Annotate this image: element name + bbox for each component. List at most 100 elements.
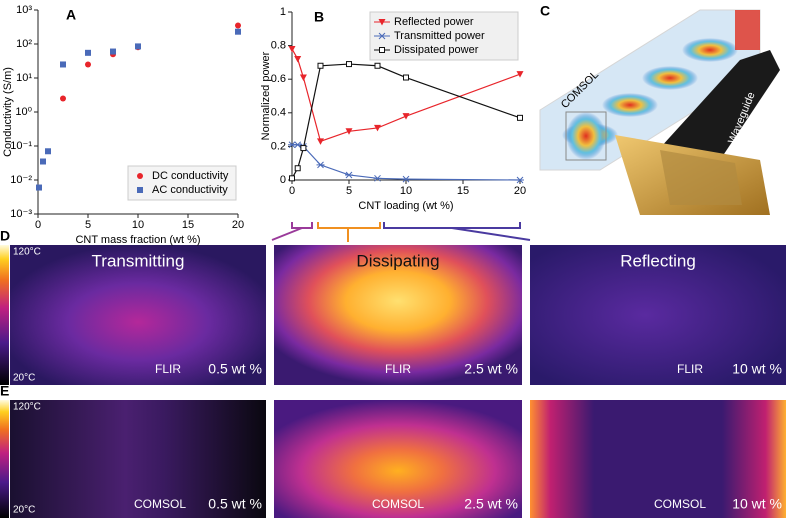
y-tick-label: 10¹ [16,72,32,84]
point [517,114,523,121]
source-label: COMSOL [372,497,424,511]
y-tick-label: 10⁻³ [10,208,32,220]
point [300,145,307,152]
point [235,28,241,35]
point [299,74,307,82]
scale-min: 20°C [13,373,35,384]
point [403,74,409,81]
point [294,165,301,172]
panel-label: C [540,3,550,19]
point [40,158,46,165]
panel-label: A [66,7,76,23]
y-tick-label: 0.2 [271,140,286,152]
image-title: Dissipating [356,251,439,270]
x-axis-label: CNT mass fraction (wt %) [75,234,200,246]
x-tick-label: 15 [182,219,194,231]
loading-label: 0.5 wt % [208,361,262,377]
legend-label: Transmitted power [394,30,485,42]
y-tick-label: 10⁻¹ [10,140,32,152]
legend-marker [137,173,143,179]
x-tick-label: 0 [35,219,41,231]
x-tick-label: 15 [457,185,469,197]
source-label: FLIR [155,362,181,376]
y-tick-label: 0.8 [271,40,286,52]
simulation-image [10,400,266,518]
legend-marker [378,32,386,40]
point [402,175,410,183]
point [345,171,353,179]
point [60,95,66,102]
scale-min: 20°C [13,505,35,516]
image-title: Transmitting [92,251,185,270]
x-axis-label: CNT loading (wt %) [358,200,453,212]
loading-label: 2.5 wt % [464,361,518,377]
legend-label: DC conductivity [152,170,229,182]
legend [369,11,519,61]
point [110,48,116,55]
point [516,176,524,184]
x-tick-label: 20 [514,185,526,197]
point [317,62,324,69]
x-tick-label: 10 [132,219,144,231]
thermal-image [274,245,522,385]
point [289,175,295,182]
scale-max: 120°C [13,247,41,258]
panel-label: E [0,383,9,399]
y-tick-label: 1 [280,6,286,18]
point [60,61,66,68]
loading-label: 10 wt % [732,361,782,377]
x-tick-label: 5 [346,185,352,197]
point [373,174,382,182]
series-line [291,48,521,143]
y-tick-label: 10³ [16,4,32,16]
legend-label: Dissipated power [394,44,479,56]
y-axis-label: Normalized power [260,51,272,140]
legend-marker [379,47,385,53]
point [85,61,91,68]
point [345,128,353,135]
color-scale [0,245,9,385]
source-label: FLIR [385,362,411,376]
point [288,45,296,53]
thermal-image [10,245,266,385]
legend-marker [378,19,386,26]
point [45,148,51,155]
loading-label: 10 wt % [732,496,782,512]
source-label: COMSOL [654,497,706,511]
panel-label: B [314,9,324,25]
thermal-image [530,245,786,385]
panel-label: D [0,228,10,244]
legend-marker [137,187,143,193]
y-tick-label: 10² [16,38,32,50]
point [346,61,352,68]
y-tick-label: 0.6 [271,73,286,85]
point [316,161,325,169]
source-label: FLIR [677,362,703,376]
point [85,49,91,56]
point [516,71,524,78]
x-tick-label: 20 [232,219,244,231]
legend [127,165,237,201]
point [294,56,302,63]
point [402,113,410,120]
source-label: COMSOL [134,497,186,511]
loading-label: 2.5 wt % [464,496,518,512]
y-tick-label: 0.4 [271,107,286,119]
point [36,184,42,191]
point [135,43,141,50]
y-axis-label: Conductivity (S/m) [2,67,14,157]
point [235,22,241,29]
point [317,138,324,145]
legend-label: AC conductivity [152,184,228,196]
x-tick-label: 5 [85,219,91,231]
series-line [291,63,521,179]
series-line [292,144,521,181]
y-tick-label: 0 [280,174,286,186]
waveguide-illustration [539,9,780,215]
loading-label: 0.5 wt % [208,496,262,512]
y-tick-label: 10⁰ [15,106,32,118]
loading-brackets [271,222,531,242]
color-scale [0,400,9,518]
legend-label: Reflected power [394,16,474,28]
